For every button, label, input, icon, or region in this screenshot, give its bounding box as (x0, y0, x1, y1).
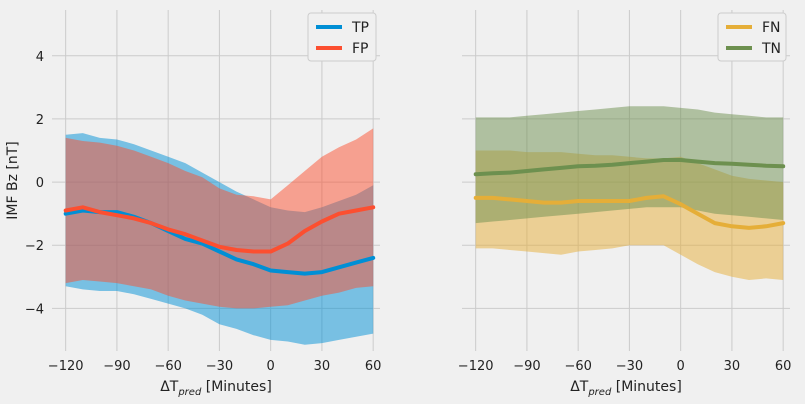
legend-label-tp: TP (351, 20, 369, 36)
x-tick-label: −30 (206, 359, 233, 374)
line-tp (63, 208, 376, 276)
x-tick-label: 60 (775, 359, 792, 374)
y-tick-label: 4 (36, 50, 44, 65)
right-panel: −120 −90 −60 −30 0 30 60 ΔTpred [Minutes] FN TN (458, 10, 792, 398)
x-axis-label-sub: pred (587, 387, 612, 398)
x-axis-label-tail: [Minutes] (201, 379, 272, 395)
y-tick-label: 0 (36, 176, 44, 191)
line-fp (63, 205, 376, 254)
x-tick-label: −60 (154, 359, 181, 374)
x-axis-label: ΔTpred [Minutes] (160, 379, 272, 398)
line-fn (473, 194, 786, 230)
legend-label-fn: FN (762, 20, 781, 36)
left-panel: −120 −90 −60 −30 0 30 60 −4 −2 0 2 4 IMF Bz [nT] ΔTpr… (5, 10, 381, 398)
legend-label-fp: FP (352, 41, 369, 57)
x-tick-label: 0 (267, 359, 275, 374)
y-tick-label: 2 (36, 113, 44, 128)
x-tick-label: 60 (365, 359, 382, 374)
x-axis-label: ΔTpred [Minutes] (570, 379, 682, 398)
line-tn (473, 158, 786, 177)
x-tick-label: −120 (48, 359, 84, 374)
y-axis-label: IMF Bz [nT] (5, 141, 21, 219)
band-fp (65, 128, 374, 309)
x-tick-label: −90 (103, 359, 130, 374)
x-tick-label: 30 (314, 359, 331, 374)
y-tick-label: −4 (25, 302, 44, 317)
legend-label-tn: TN (761, 41, 781, 57)
x-tick-label: −60 (564, 359, 591, 374)
x-axis-label-sub: pred (177, 387, 202, 398)
x-tick-label: 30 (724, 359, 741, 374)
x-axis-label-main: ΔT (160, 379, 179, 395)
y-tick-label: −2 (25, 239, 44, 254)
x-axis-label-tail: [Minutes] (611, 379, 682, 395)
x-tick-label: −90 (513, 359, 540, 374)
x-tick-label: 0 (677, 359, 685, 374)
x-tick-label: −30 (616, 359, 643, 374)
x-axis-label-main: ΔT (570, 379, 589, 395)
x-tick-label: −120 (458, 359, 494, 374)
